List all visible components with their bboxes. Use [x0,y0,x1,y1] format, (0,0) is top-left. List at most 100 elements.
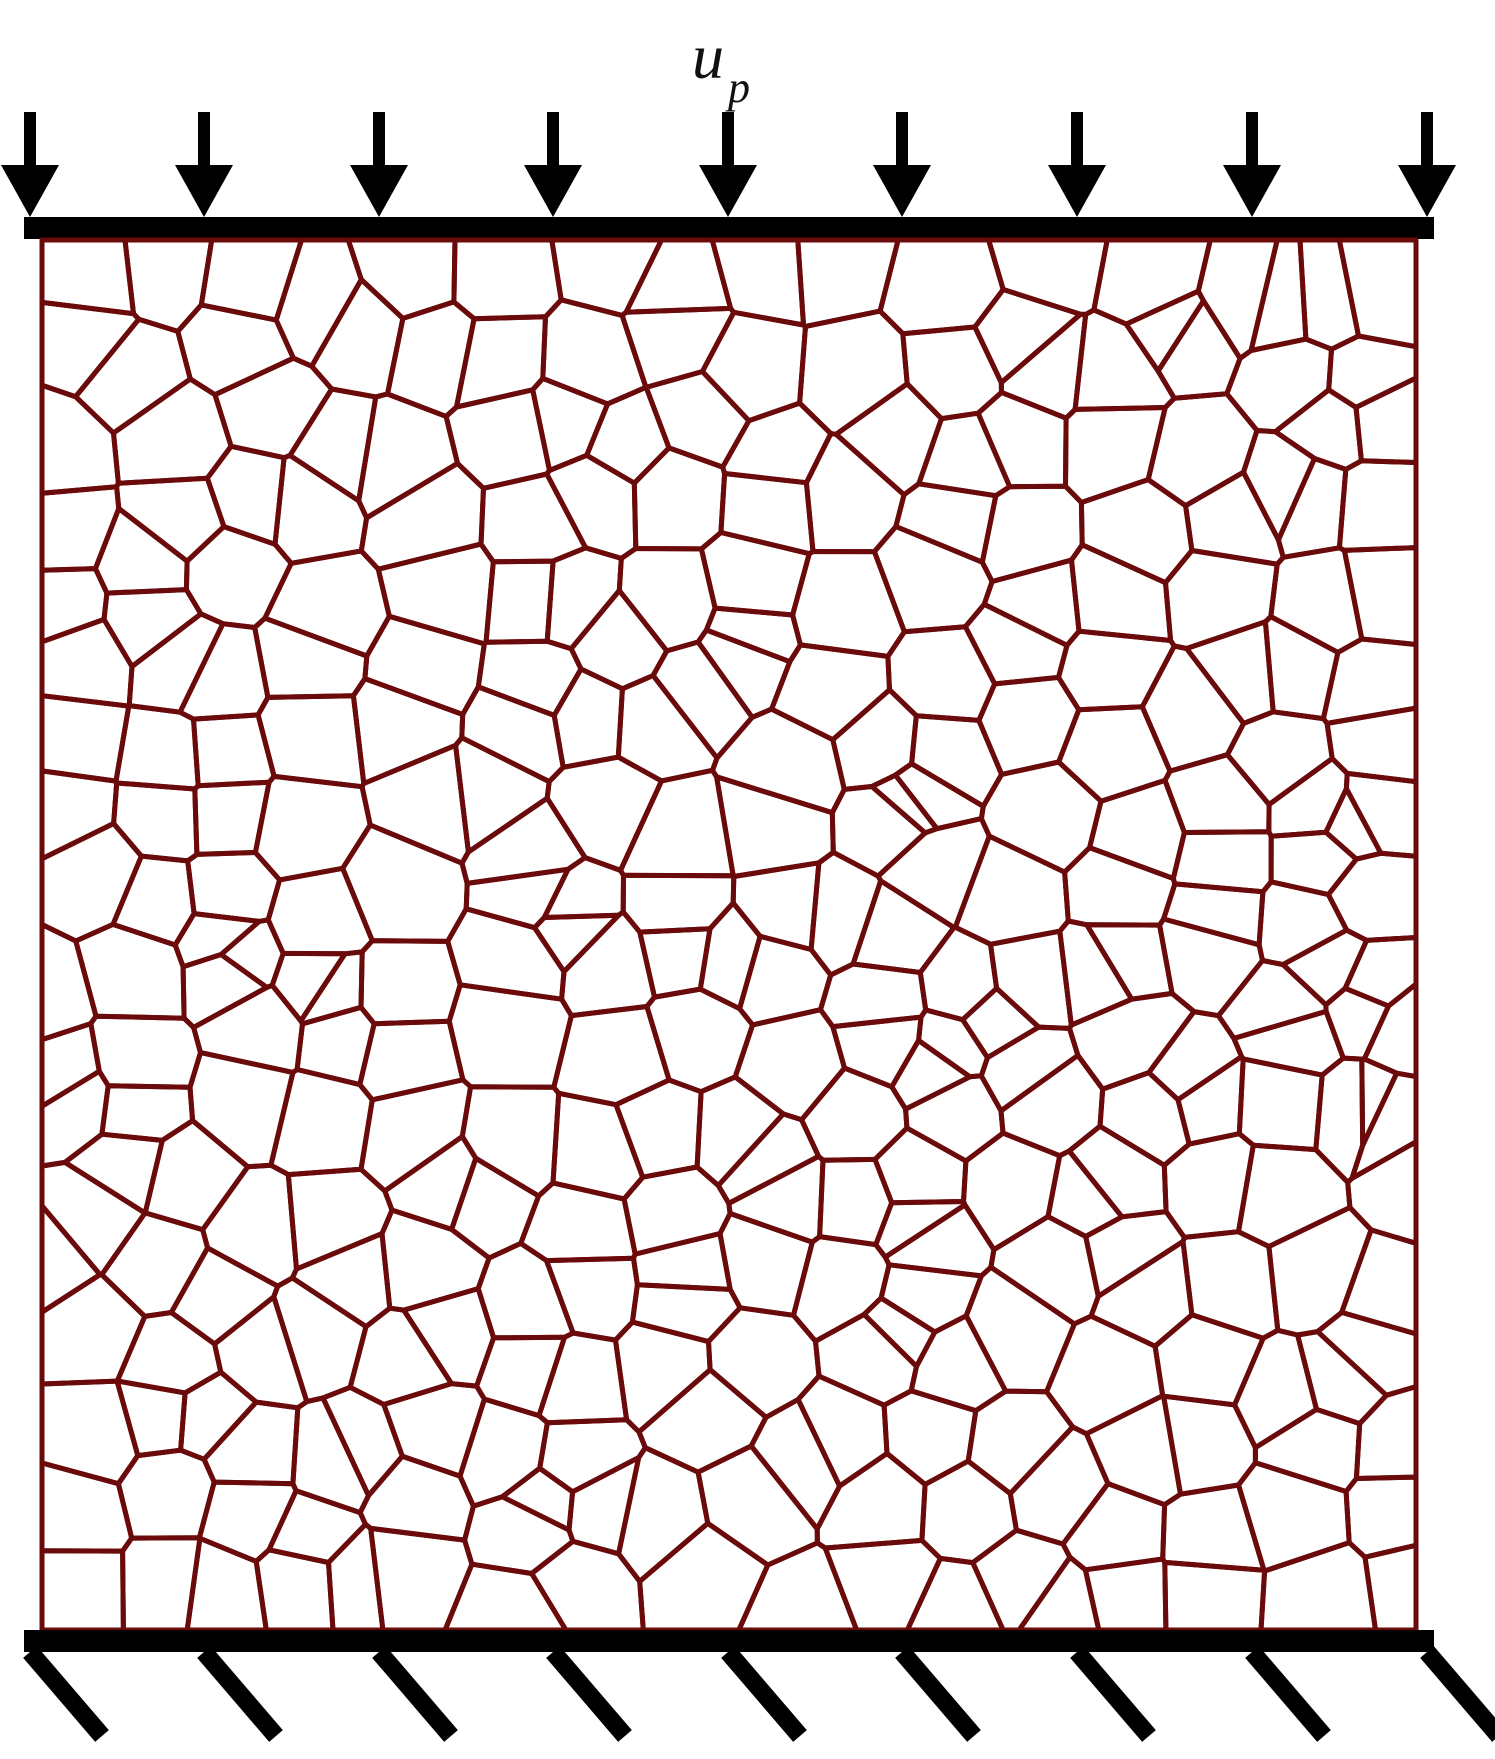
grain [970,1527,1073,1633]
grain [917,924,1000,1023]
grain [142,1118,251,1233]
grain [1170,829,1274,895]
grain [869,772,940,836]
grain [988,1214,1101,1327]
grain [255,693,367,790]
grain [636,1367,769,1475]
grain [529,1538,646,1633]
grain [212,355,335,461]
grain [981,557,1082,648]
grain [881,1388,979,1487]
grain [115,1447,217,1541]
load-arrow [1223,112,1281,217]
support-hatch [197,1646,283,1742]
grain [1336,458,1419,553]
grain [449,1155,542,1261]
load-label-main: u [692,21,724,92]
grain [483,558,556,645]
grain [544,452,639,561]
grain [62,1131,165,1216]
grain [298,949,365,1027]
grain [518,1180,638,1264]
grain [457,1396,550,1509]
grain [268,1067,375,1178]
grain [382,1134,479,1232]
grain [1236,1142,1353,1249]
grain [1315,1309,1419,1398]
support-hatch [721,1646,807,1742]
grain [451,237,564,322]
grain-boundary-mesh [39,237,1419,1633]
grain [1157,916,1265,1019]
load-arrow [524,112,582,217]
grain [172,911,262,970]
support-hatch [372,1646,458,1742]
grain [358,938,463,1027]
grain [961,1130,1063,1253]
grain [822,1537,943,1633]
grain [962,601,1070,687]
grain [1353,375,1419,465]
grain [850,878,957,975]
grain [873,1199,968,1260]
grain [1069,542,1174,643]
grain [358,1077,474,1194]
grain [92,506,190,596]
grain [99,1210,211,1319]
grain [1362,1542,1419,1633]
grain [732,1007,847,1123]
grain [1342,935,1419,1009]
grain [813,1311,919,1408]
grain [795,1373,890,1489]
load-label-subscript: p [725,63,750,112]
grain [1066,1123,1169,1220]
grain [695,1443,820,1568]
grain [830,687,919,792]
grain [1067,990,1197,1092]
grain [1163,548,1280,651]
grain [1324,705,1419,785]
grain [1323,786,1384,862]
grain [180,952,270,1030]
grain [1082,1556,1169,1633]
grain [697,900,763,1012]
grain [1162,1559,1268,1633]
grain [861,1295,938,1369]
grain [379,1207,492,1313]
grain [960,985,1042,1061]
grain [893,481,999,565]
grain [613,1077,704,1180]
grain [1325,850,1419,943]
grain [1056,628,1177,713]
grain [253,1547,336,1633]
load-arrow [1048,112,1106,217]
grain [88,1013,203,1090]
grain [875,816,992,930]
grain [126,611,226,715]
grain [1083,1209,1187,1299]
grain [1236,1056,1325,1153]
grain [401,1286,497,1389]
grain [698,530,812,618]
load-arrow [873,112,931,217]
support-hatch [23,1646,109,1742]
grain [113,703,201,792]
grain [1162,752,1272,835]
grain [1056,704,1173,804]
load-arrow [1,112,59,217]
grain [631,445,728,552]
grain [541,855,626,920]
support-hatch [895,1646,981,1742]
grain [178,1369,259,1462]
grain [1349,1070,1419,1181]
grain [39,1460,135,1554]
grain [39,382,121,496]
grain [39,1272,148,1387]
grain [358,460,486,572]
grain [446,982,574,1090]
grain [1180,1229,1281,1341]
grain [1248,237,1309,353]
grain [715,1111,822,1206]
grain [559,909,657,1019]
